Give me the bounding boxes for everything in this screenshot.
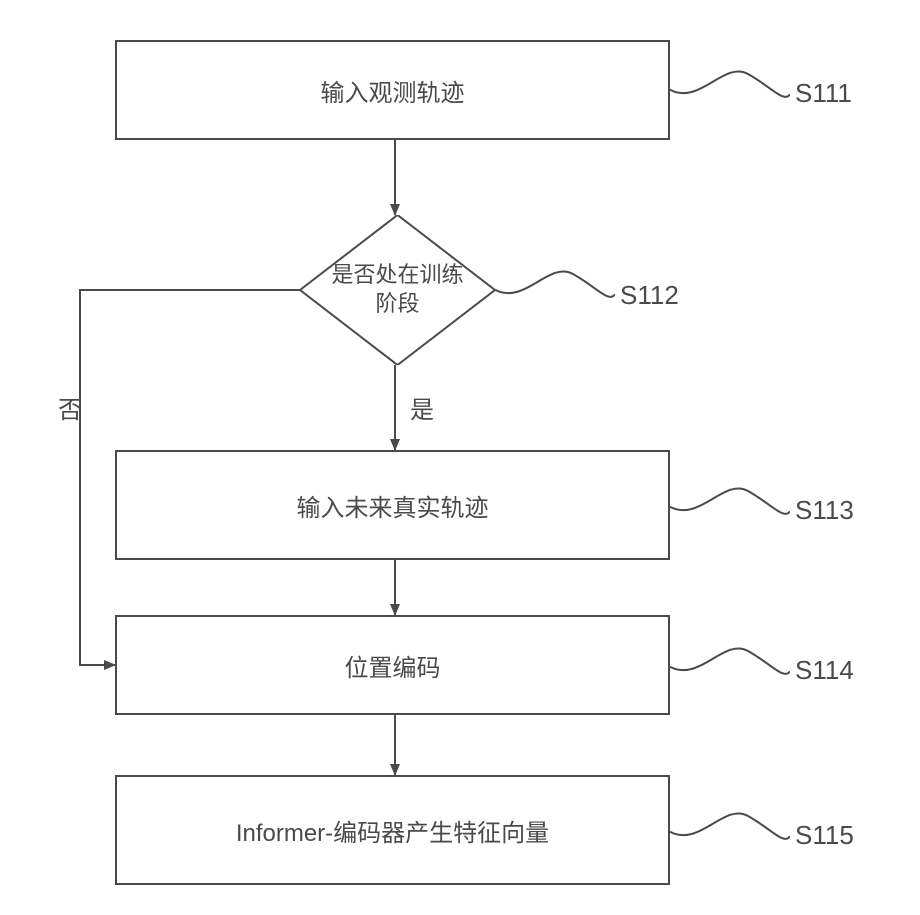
node-position-encoding: 位置编码 [115, 615, 670, 715]
node-label: 输入未来真实轨迹 [297, 488, 489, 523]
step-label-s113: S113 [795, 495, 854, 526]
squiggle-connector [670, 475, 790, 525]
step-label-s111: S111 [795, 78, 852, 109]
squiggle-connector [495, 258, 615, 308]
edge-label-yes: 是 [410, 390, 434, 425]
node-informer-encoder: Informer-编码器产生特征向量 [115, 775, 670, 885]
flowchart-canvas: 输入观测轨迹 S111 是否处在训练 阶段 S112 输入未来真实轨迹 S113… [0, 0, 920, 915]
squiggle-connector [670, 58, 790, 108]
node-input-future: 输入未来真实轨迹 [115, 450, 670, 560]
squiggle-connector [670, 800, 790, 850]
node-input-observation: 输入观测轨迹 [115, 40, 670, 140]
step-label-s115: S115 [795, 820, 854, 851]
node-decision-training: 是否处在训练 阶段 [300, 215, 495, 365]
step-label-s114: S114 [795, 655, 854, 686]
node-label: Informer-编码器产生特征向量 [236, 813, 549, 848]
squiggle-connector [670, 635, 790, 685]
edge-label-no: 否 [58, 390, 82, 425]
node-label: 是否处在训练 阶段 [331, 261, 463, 318]
node-label: 位置编码 [345, 648, 441, 683]
node-label: 输入观测轨迹 [321, 73, 465, 108]
step-label-s112: S112 [620, 280, 679, 311]
